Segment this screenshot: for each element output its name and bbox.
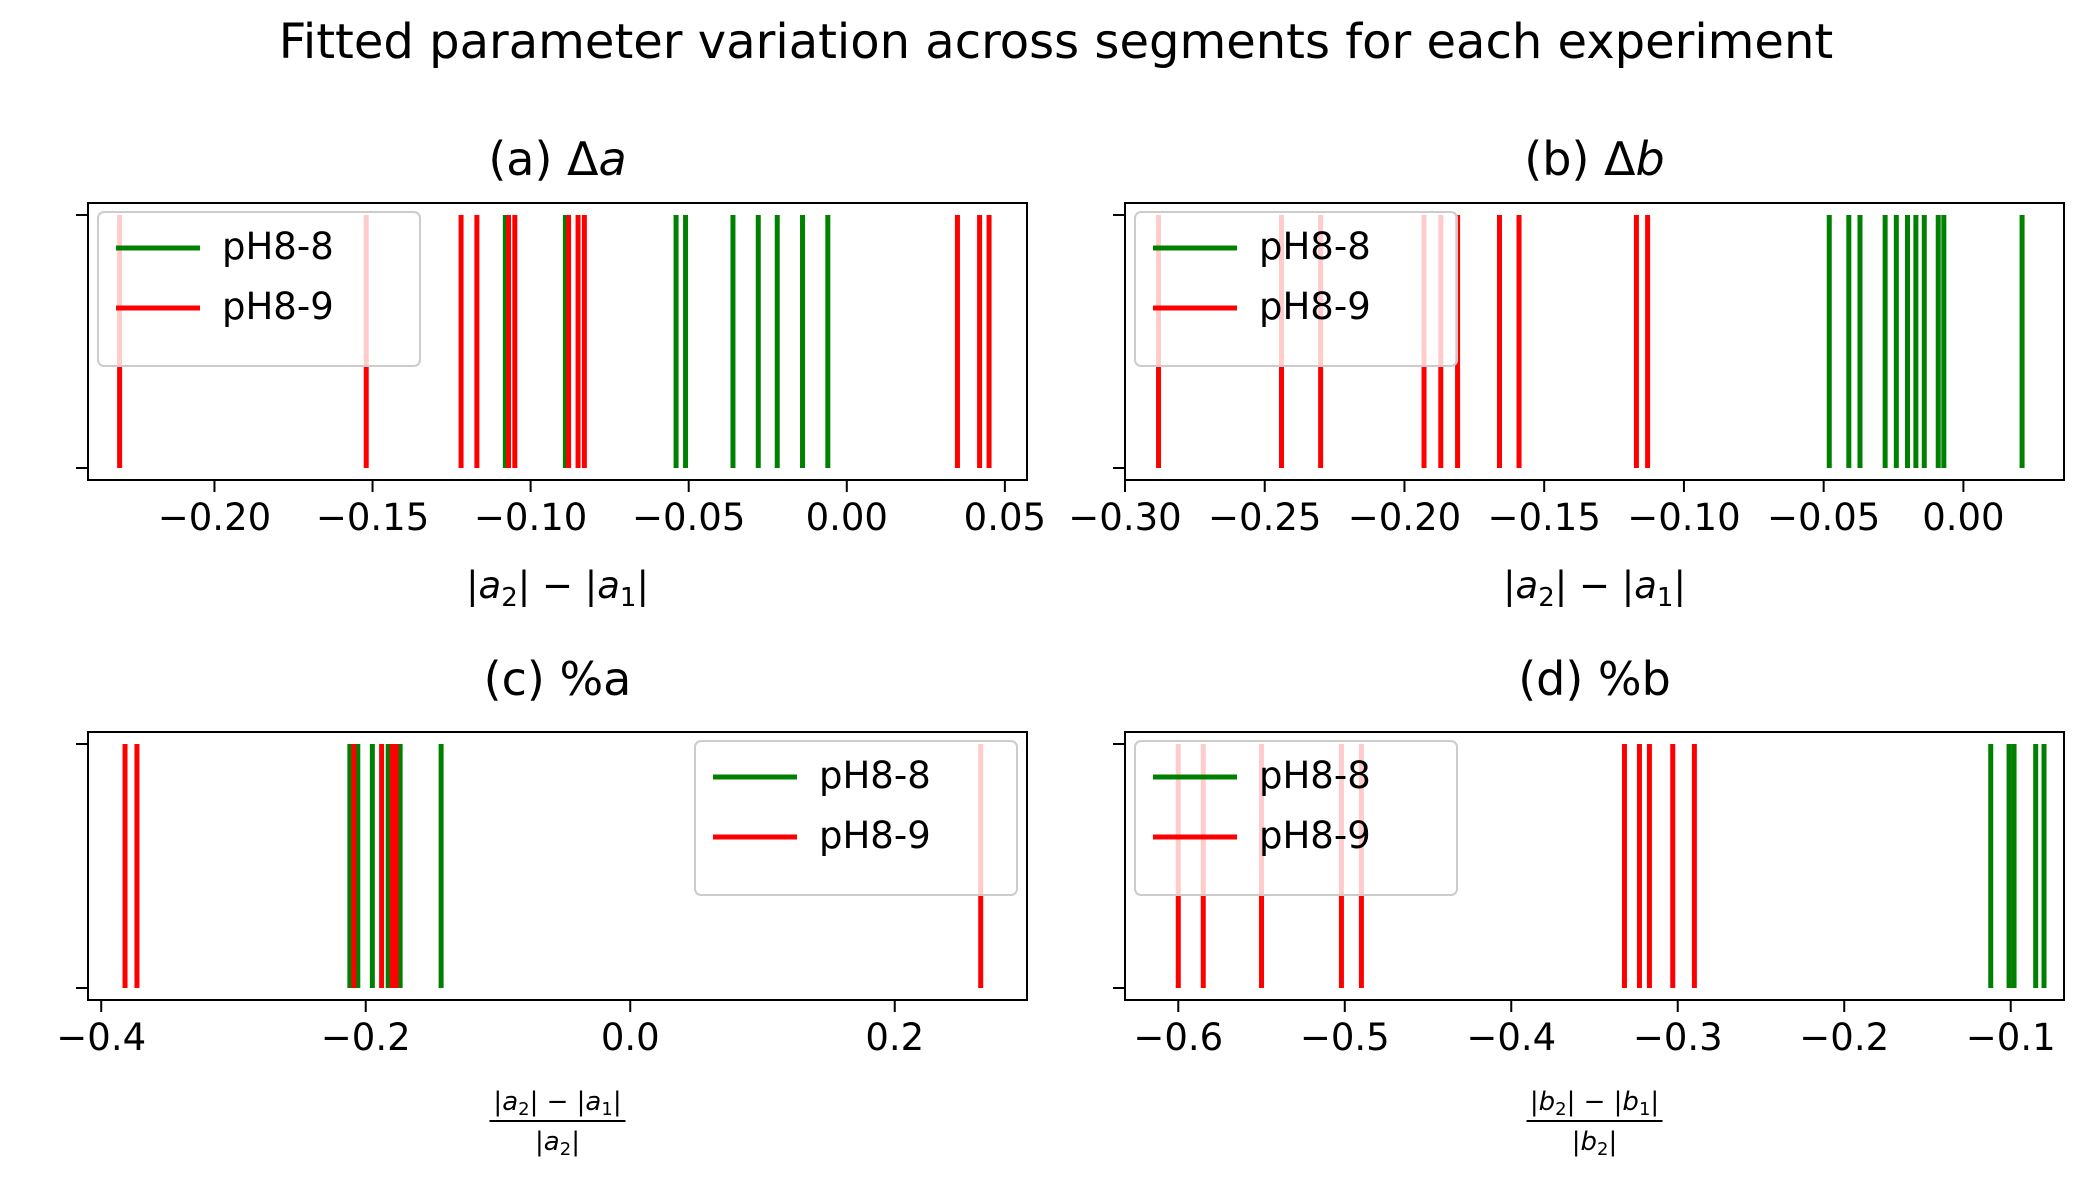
series-pH8-8 <box>502 215 831 468</box>
x-tick-label: 0.0 <box>601 1016 660 1059</box>
x-axis-label: |b2| − |b1| |b2| <box>1526 1087 1663 1160</box>
x-tick-label: −0.30 <box>1068 496 1181 539</box>
panel-d: (d) %b −0.6 −0.5 −0.4 −0.3 −0.2 −0.1 |b2| − |b1… <box>1113 652 2065 1160</box>
x-axis-label: |a2| − |a1| |a2| <box>489 1087 626 1160</box>
legend: pH8-8 pH8-9 <box>1134 211 1458 367</box>
x-tick-label: 0.00 <box>806 496 888 539</box>
x-tick-label: −0.20 <box>1348 496 1461 539</box>
x-tick-label: −0.1 <box>1966 1016 2056 1059</box>
legend-label: pH8-8 <box>1259 225 1371 268</box>
x-tick-label: −0.2 <box>321 1016 411 1059</box>
panel-title: (d) %b <box>1518 652 1671 706</box>
x-tick-label: −0.5 <box>1300 1016 1390 1059</box>
panel-c: (c) %a −0.4 −0.2 0.0 0.2 |a2| − |a1| |a2| pH8-8… <box>56 652 1028 1160</box>
series-pH8-9 <box>122 744 984 988</box>
panel-title: (a) Δa <box>488 132 626 186</box>
legend-label: pH8-9 <box>819 814 931 857</box>
x-axis-label: |a2| − |a1| <box>466 564 649 613</box>
legend: pH8-8 pH8-9 <box>694 740 1018 896</box>
x-tick-label: 0.05 <box>964 496 1046 539</box>
x-tick-label: 0.00 <box>1922 496 2004 539</box>
x-tick-label: −0.6 <box>1133 1016 1223 1059</box>
x-label-numerator: |a2| − |a1| <box>493 1087 621 1120</box>
axes-frame <box>87 731 1028 1001</box>
series-pH8-8 <box>1988 744 2047 988</box>
x-tick-label: −0.05 <box>632 496 745 539</box>
axes-frame <box>1124 202 2065 481</box>
x-tick-label: −0.2 <box>1799 1016 1889 1059</box>
x-tick-label: 0.2 <box>865 1016 924 1059</box>
x-tick-label: −0.10 <box>474 496 587 539</box>
series-pH8-8 <box>347 744 444 988</box>
figure-title: Fitted parameter variation across segmen… <box>279 14 1833 70</box>
x-tick-label: −0.10 <box>1627 496 1740 539</box>
x-label-denominator: |a2| <box>535 1127 580 1160</box>
axes-frame <box>1124 731 2065 1001</box>
series-pH8-8 <box>1826 215 2025 468</box>
x-tick-label: −0.25 <box>1208 496 1321 539</box>
x-tick-label: −0.15 <box>1488 496 1601 539</box>
panel-title: (b) Δb <box>1524 132 1664 186</box>
x-tick-label: −0.05 <box>1767 496 1880 539</box>
legend-label: pH8-9 <box>1259 285 1371 328</box>
x-tick-label: −0.20 <box>158 496 271 539</box>
legend-label: pH8-8 <box>222 225 334 268</box>
legend-label: pH8-8 <box>819 754 931 797</box>
series-pH8-9 <box>117 215 992 468</box>
legend: pH8-8 pH8-9 <box>1134 740 1458 896</box>
x-axis-label: |a2| − |a1| <box>1503 564 1686 613</box>
legend: pH8-8 pH8-9 <box>97 211 421 367</box>
panel-b: (b) Δb −0.30 −0.25 −0.20 −0.15 −0.10 −0.05 0.00… <box>1068 132 2065 613</box>
axes-frame <box>87 202 1028 481</box>
legend-label: pH8-8 <box>1259 754 1371 797</box>
x-label-denominator: |b2| <box>1572 1127 1618 1160</box>
legend-label: pH8-9 <box>1259 814 1371 857</box>
panel-title: (c) %a <box>484 652 632 706</box>
x-tick-label: −0.15 <box>316 496 429 539</box>
panel-a: (a) Δa −0.20 −0.15 −0.10 −0.05 0.00 0.05 |a2| −… <box>76 132 1046 613</box>
x-tick-label: −0.4 <box>56 1016 146 1059</box>
x-tick-label: −0.3 <box>1633 1016 1723 1059</box>
legend-label: pH8-9 <box>222 285 334 328</box>
x-tick-label: −0.4 <box>1466 1016 1556 1059</box>
x-label-numerator: |b2| − |b1| <box>1530 1087 1659 1120</box>
